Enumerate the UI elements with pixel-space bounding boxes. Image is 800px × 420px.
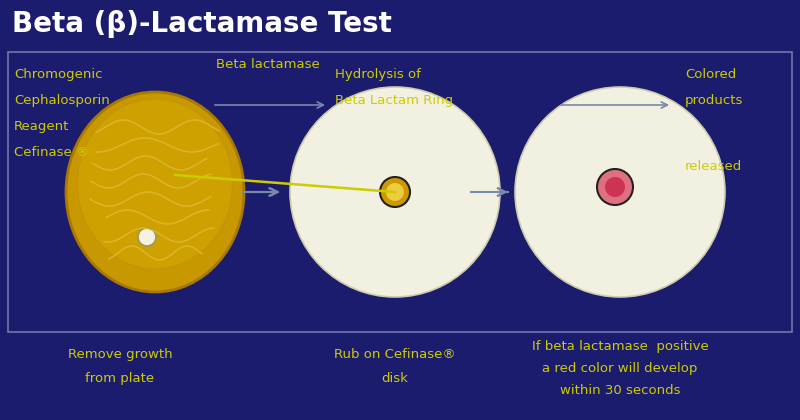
FancyBboxPatch shape [8, 52, 792, 332]
Circle shape [605, 177, 625, 197]
Circle shape [138, 228, 156, 246]
Text: disk: disk [382, 372, 409, 385]
Text: Beta (β)-Lactamase Test: Beta (β)-Lactamase Test [12, 10, 392, 38]
Circle shape [386, 183, 404, 201]
Text: from plate: from plate [86, 372, 154, 385]
Text: released: released [685, 160, 742, 173]
Text: Cephalosporin: Cephalosporin [14, 94, 110, 107]
Ellipse shape [66, 92, 244, 292]
Text: Hydrolysis of: Hydrolysis of [335, 68, 421, 81]
Text: Beta Lactam Ring: Beta Lactam Ring [335, 94, 453, 107]
Text: products: products [685, 94, 743, 107]
Circle shape [380, 177, 410, 207]
Text: Chromogenic: Chromogenic [14, 68, 102, 81]
Text: Reagent: Reagent [14, 120, 70, 133]
Circle shape [515, 87, 725, 297]
Text: within 30 seconds: within 30 seconds [560, 384, 680, 397]
Text: Cefinase ®: Cefinase ® [14, 146, 90, 159]
Circle shape [290, 87, 500, 297]
Text: Remove growth: Remove growth [68, 348, 172, 361]
Text: Rub on Cefinase®: Rub on Cefinase® [334, 348, 456, 361]
Circle shape [597, 169, 633, 205]
Ellipse shape [78, 99, 233, 269]
Text: Colored: Colored [685, 68, 736, 81]
Text: Beta lactamase: Beta lactamase [216, 58, 320, 71]
Text: a red color will develop: a red color will develop [542, 362, 698, 375]
Text: If beta lactamase  positive: If beta lactamase positive [532, 340, 708, 353]
